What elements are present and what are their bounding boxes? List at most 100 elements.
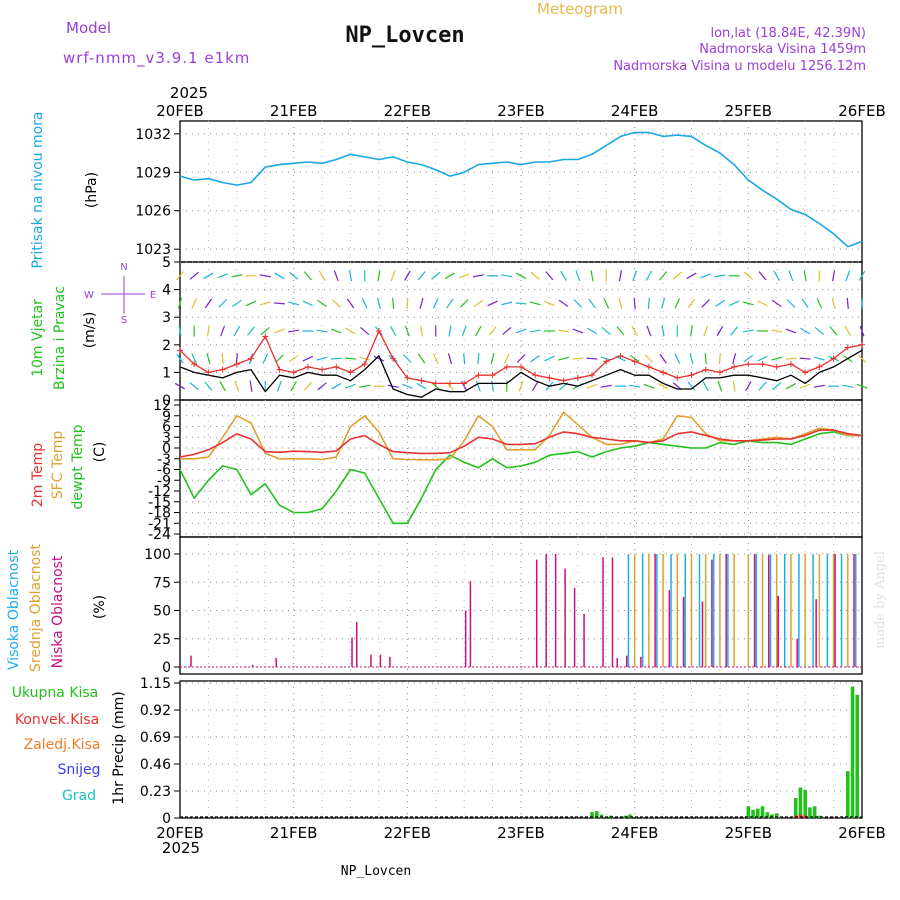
wind-speed-marker [191,361,198,368]
wind-arrow [176,271,184,281]
time-axis-top: 20FEB 21FEB 22FEB 23FEB 24FEB 25FEB 26FEB [156,102,885,120]
wind-arrow [219,381,226,392]
wind-speed-min-line [179,349,863,398]
wind-arrow [771,299,782,308]
wind-arrow [330,357,342,360]
wind-ytick-label: 4 [162,283,171,299]
wind-arrow [518,380,524,392]
wind-arrow [461,325,467,337]
wind-arrow [417,353,426,364]
wind-arrow [859,325,865,337]
wind-speed-marker [773,363,780,370]
wind-arrow [689,325,694,337]
temp-ytick-label: -9 [157,473,171,489]
wind-arrow [844,325,852,337]
precip-ytick-label: 0.46 [140,757,171,773]
watermark: made by Angel [873,551,888,649]
wind-arrow [659,271,668,281]
wind-arrow [204,298,213,309]
wind-arrow [360,327,370,335]
wind-arrow [788,270,794,282]
wind-arrow [588,298,596,309]
wind-arrow [204,381,213,391]
wind-panel: 0 1 2 3 4 5 [162,255,868,409]
temp-ytick-label: -15 [148,495,171,511]
wind-ylabel-1: 10m Vjetar [30,299,46,377]
wind-arrow [687,298,696,309]
precip-bar [746,806,751,818]
precip-bar [590,812,594,818]
cloud-ylabel-b: Srednja Oblacnost [28,544,44,672]
wind-arrow [773,270,781,281]
cloud-ytick-label: 100 [144,547,171,563]
wind-arrow [743,271,753,280]
wind-arrow [277,380,282,392]
cloud-ylabel-a: Visoka Oblacnost [6,549,22,670]
pressure-frame [179,120,863,263]
wind-speed-marker [390,355,397,362]
wind-arrow [259,274,271,278]
wind-arrow [390,270,396,282]
dewpoint-line [179,431,862,525]
precip-bar [760,806,765,818]
wind-arrow [590,270,594,282]
wind-speed-marker [418,377,425,384]
wind-arrow [191,353,198,364]
wind-speed-marker [361,361,368,368]
wind-arrow [275,354,284,363]
wind-speed-marker [475,372,482,379]
wind-arrow [586,383,598,389]
wind-arrow [718,353,721,365]
wind-speed-marker [503,363,510,370]
wind-arrow [572,328,584,334]
wind-arrow [288,354,299,363]
wind-arrow [221,353,224,365]
wind-arrow [404,270,411,281]
wind-speed-marker [645,363,652,370]
wind-arrow [345,327,356,335]
wind-arrow [801,298,809,309]
precip-ytick-label: 0.92 [140,703,171,719]
wind-speed-marker [745,361,752,368]
wind-speed-marker [702,366,709,373]
wind-arrow [730,326,739,336]
wind-arrow [288,329,300,333]
temp-ytick-label: 12 [153,398,171,414]
wind-arrow [359,384,371,388]
precip-bar [850,686,855,818]
wind-arrow [503,353,510,364]
wind-arrow [448,325,452,337]
wind-speed-marker [304,363,311,370]
wind-arrow [289,271,299,280]
precip-bar [770,814,774,818]
wind-arrow [373,355,385,362]
wind-arrow [487,300,498,307]
wind-arrow [745,381,752,392]
model-label: Model [66,19,111,37]
wind-arrow [687,381,696,391]
wind-arrow [447,353,452,365]
wind-arrow [317,382,327,391]
wind-arrow [702,381,709,392]
wind-arrow [703,325,709,337]
time-top-label: 21FEB [270,102,317,120]
wind-arrow [290,381,297,392]
temp-ylabel-b: SFC Temp [50,431,66,500]
time-top-label: 25FEB [725,102,772,120]
wind-arrow [658,382,669,390]
wind-arrow [206,325,210,337]
wind-arrow [401,383,413,389]
cloud-ytick-label: 75 [153,575,171,591]
wind-arrow [501,301,513,306]
precip-bar [845,771,850,818]
wind-arrow [417,271,426,281]
wind-arrow [515,328,527,334]
precip-legend: Ukupna Kisa Konvek.Kisa Zaledj.Kisa Snijeg G… [12,685,101,804]
model-elevation-label: Nadmorska Visina u modelu 1256.12m [613,59,866,74]
time-top-label: 26FEB [838,102,885,120]
wind-speed-marker [319,366,326,373]
wind-arrow [786,299,796,308]
wind-arrow [785,382,797,390]
